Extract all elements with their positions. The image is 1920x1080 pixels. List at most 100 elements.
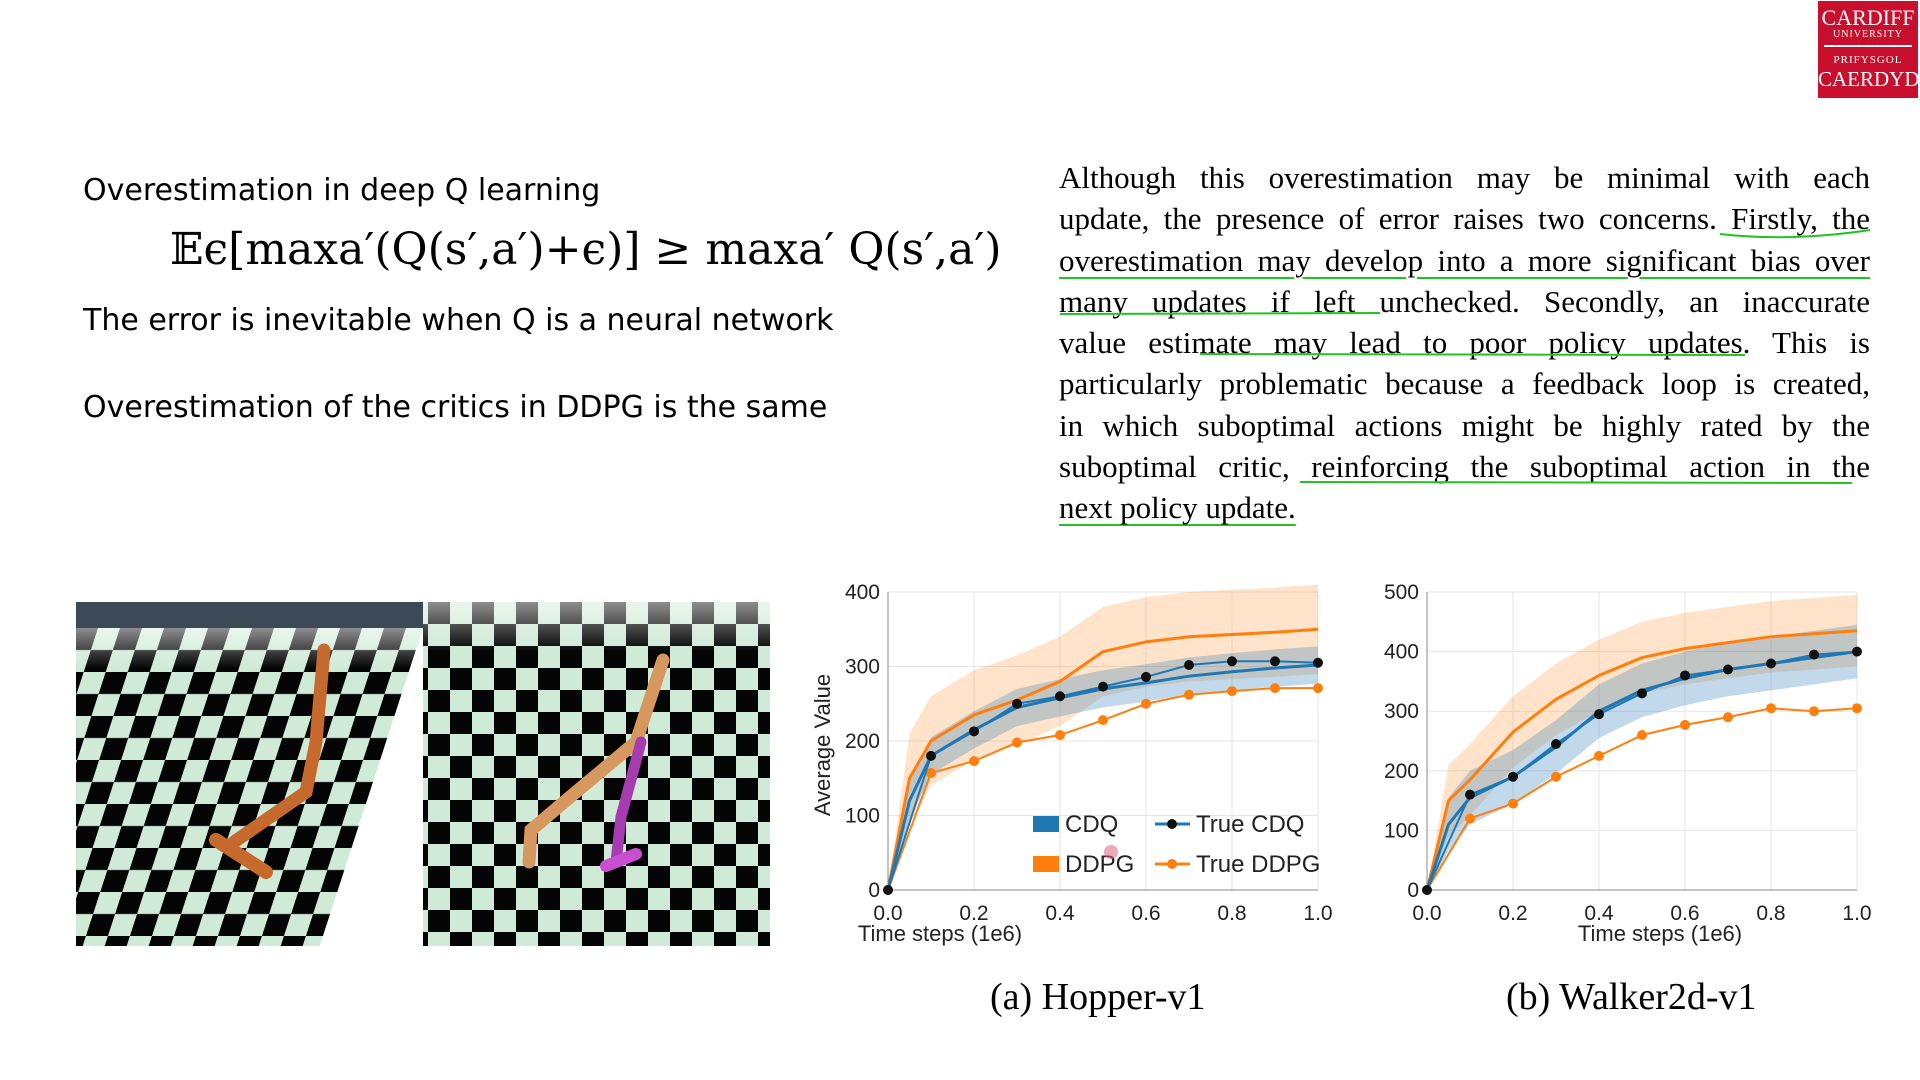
hopper-ddpg-line (886, 627, 1319, 891)
walker-value-chart: 0.0 0.2 0.4 0.6 0.8 1.0 0 100 200 300 400 500 Time … (1384, 581, 1872, 946)
walker-caption: (b) Walker2d-v1 (1506, 976, 1757, 1018)
hopper-true-cdq-point (969, 726, 979, 737)
cardiff-university-logo: CARDIFF UNIVERSITY PRIFYSGOL CAERDYDD (1818, 1, 1920, 98)
hopper-xtick-label: 0.0 (873, 902, 902, 925)
hopper-xtick-label: 0.2 (959, 902, 988, 925)
highlight-underlines (1059, 229, 1871, 484)
hopper-true-cdq-point (1012, 698, 1022, 709)
legend-true-ddpg-marker (1167, 859, 1177, 869)
walker-true-cdq-point (1766, 658, 1776, 669)
hopper-ytick-label: 100 (845, 805, 880, 828)
walker-ytick-label: 0 (1407, 879, 1419, 902)
hopper-true-ddpg-point (1184, 689, 1194, 700)
walker-xtick-label: 0.0 (1412, 902, 1441, 925)
hopper-value-chart: 0.0 0.2 0.4 0.6 0.8 1.0 0 100 200 300 400 Time ste… (810, 581, 1333, 946)
underline-many-updates (1059, 312, 1381, 315)
hopper-true-ddpg-point (1141, 698, 1151, 709)
walker-true-ddpg-point (1723, 712, 1733, 723)
quote-line-7: in which suboptimal actions might be hig… (1059, 407, 1870, 443)
walker-true-cdq-point (1508, 771, 1518, 782)
walker-scene (423, 602, 770, 946)
simulation-drawing (76, 602, 770, 946)
hopper-ytick-label: 400 (845, 581, 880, 604)
hopper-true-cdq-point (1055, 691, 1065, 702)
walker-ytick-label: 200 (1384, 760, 1419, 783)
hopper-true-cdq-point (1227, 656, 1237, 667)
hopper-xtick-label: 1.0 (1303, 902, 1332, 925)
legend-ddpg-label: DDPG (1065, 851, 1134, 878)
hopper-cdq-line (886, 663, 1319, 891)
logo-line-4: CAERDYDD (1818, 67, 1920, 91)
walker-ytick-label: 100 (1384, 819, 1419, 842)
hopper-xtick-label: 0.4 (1045, 902, 1075, 925)
hopper-caption: (a) Hopper-v1 (990, 976, 1206, 1018)
underline-policy-updates (1199, 353, 1746, 356)
hopper-ylabel: Average Value (810, 674, 835, 816)
walker-xtick-label: 0.8 (1756, 902, 1785, 925)
logo-line-2: UNIVERSITY (1833, 29, 1903, 40)
walker-true-ddpg-point (1465, 813, 1475, 824)
quote-line-3: overestimation may develop into a more s… (1059, 242, 1870, 278)
walker-true-cdq-point (1422, 885, 1432, 895)
hopper-xlabel: Time steps (1e6) (858, 921, 1022, 946)
walker-xtick-label: 0.4 (1584, 902, 1614, 925)
simulation-image (76, 602, 770, 946)
legend-true-cdq-marker (1167, 819, 1177, 829)
hopper-true-ddpg-point (1313, 683, 1323, 694)
walker-true-ddpg-point (1766, 703, 1776, 714)
walker-true-cdq-point (1723, 664, 1733, 675)
walker-true-cdq-point (1852, 646, 1862, 657)
walker-plot-area: 0.0 0.2 0.4 0.6 0.8 1.0 0 100 200 300 400 500 (1384, 581, 1872, 925)
walker-ddpg-band (1427, 594, 1857, 890)
underline-firstly (1719, 229, 1871, 239)
quote-line-6: particularly problematic because a feedb… (1059, 366, 1870, 402)
walker-xtick-label: 1.0 (1842, 902, 1871, 925)
hopper-true-cdq-point (883, 885, 893, 895)
logo-line-1: CARDIFF (1821, 5, 1915, 30)
legend-cdq-swatch (1033, 816, 1059, 832)
walker-true-cdq-point (1637, 688, 1647, 699)
hopper-true-ddpg-point (969, 756, 979, 767)
hopper-true-ddpg-point (1098, 715, 1108, 726)
walker-ytick-label: 300 (1384, 700, 1419, 723)
legend-true-cdq-label: True CDQ (1196, 811, 1304, 838)
walker-true-ddpg-point (1594, 750, 1604, 761)
underline-reinforcing (1299, 481, 1853, 484)
walker-true-cdq-point (1465, 789, 1475, 800)
legend-cdq-label: CDQ (1065, 811, 1118, 838)
walker-true-cdq-point (1680, 670, 1690, 681)
walker-ddpg-line (1425, 629, 1858, 891)
legend-ddpg-swatch (1033, 856, 1059, 872)
hopper-true-cdq-point (1098, 681, 1108, 692)
walker-xlabel: Time steps (1e6) (1578, 921, 1742, 946)
quote-line-2: update, the presence of error raises two… (1059, 201, 1870, 237)
slide-heading: Overestimation in deep Q learning (83, 173, 601, 208)
hopper-legend: CDQ True CDQ DDPG True DDPG (1033, 811, 1320, 878)
walker-true-ddpg-point (1508, 798, 1518, 809)
walker-true-ddpg-point (1637, 730, 1647, 741)
hopper-true-cdq-point (1270, 656, 1280, 667)
hopper-true-cdq-point (1141, 671, 1151, 682)
cursor-pointer-dot (1104, 845, 1118, 859)
hopper-ytick-label: 0 (868, 879, 880, 902)
hopper-true-cdq-point (926, 750, 936, 761)
hopper-true-ddpg-point (1227, 686, 1237, 697)
hopper-true-ddpg-point (1055, 730, 1065, 741)
hopper-true-ddpg-point (1012, 737, 1022, 748)
walker-xtick-label: 0.2 (1498, 902, 1527, 925)
formula-text: 𝔼ϵ[maxa′(Q(s′,a′)+ϵ)] ≥ maxa′ Q(s′,a′) (170, 224, 1002, 275)
hopper-ytick-label: 300 (845, 656, 880, 679)
hopper-true-ddpg-point (1270, 683, 1280, 694)
quote-line-1: Although this overestimation may be mini… (1059, 160, 1870, 195)
hopper-true-cdq-point (1184, 660, 1194, 671)
walker-true-cdq-point (1551, 738, 1561, 749)
quote-line-9: next policy update. (1059, 490, 1296, 526)
legend-true-ddpg-label: True DDPG (1196, 851, 1320, 878)
quote-line-8: suboptimal critic, reinforcing the subop… (1059, 449, 1870, 485)
overestimation-formula: 𝔼ϵ[maxa′(Q(s′,a′)+ϵ)] ≥ maxa′ Q(s′,a′) (170, 224, 1002, 275)
hopper-ytick-label: 200 (845, 730, 880, 753)
walker-ytick-label: 400 (1384, 641, 1419, 664)
walker-true-ddpg-point (1809, 706, 1819, 717)
walker-true-ddpg-point (1680, 719, 1690, 730)
error-note: The error is inevitable when Q is a neur… (83, 303, 834, 338)
